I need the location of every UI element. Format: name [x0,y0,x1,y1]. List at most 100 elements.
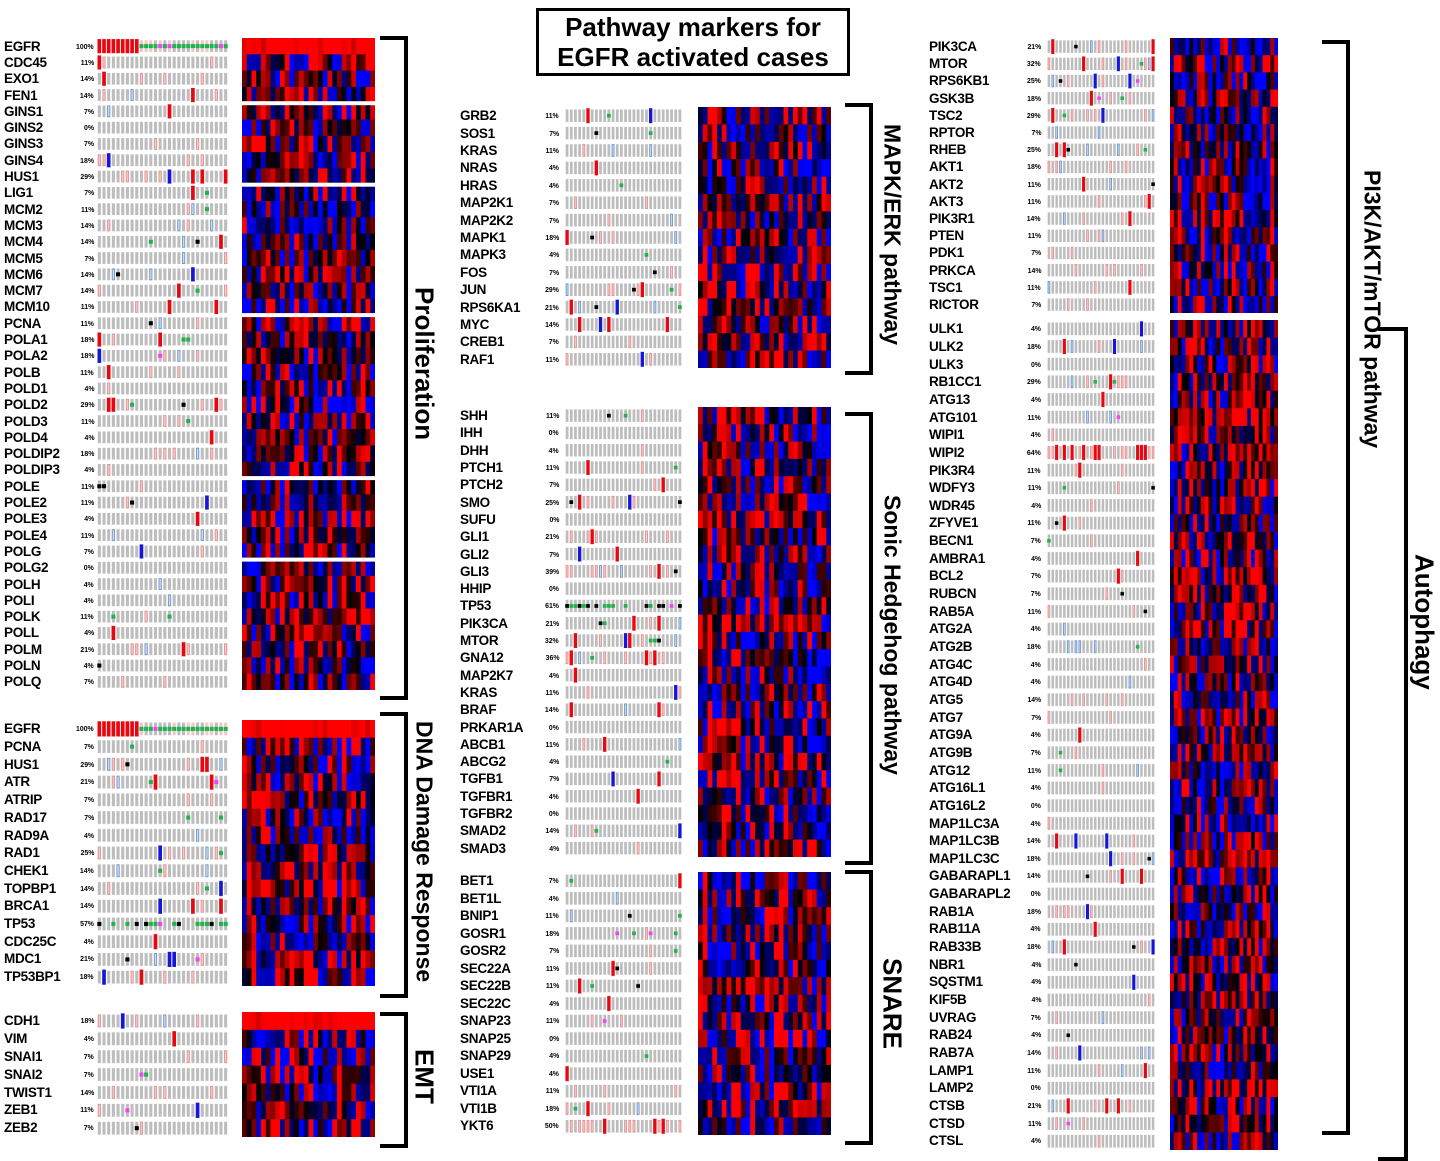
gene-percent: 29% [80,400,94,409]
gene-label: POLD2 [4,397,48,413]
gene-row: POLQ 7% [4,674,94,690]
gene-row: POLD4 4% [4,429,94,445]
gene-row: ABCB1 11% [460,736,559,753]
gene-percent: 4% [84,384,94,393]
gene-row: VTI1A 11% [460,1082,559,1100]
gene-percent: 11% [1027,465,1041,475]
gene-row: KRAS 11% [460,684,559,701]
section-bracket [1322,40,1350,1135]
gene-percent: 0% [549,515,559,524]
gene-percent: 4% [84,1034,94,1043]
oncoprint-strip-canvas-pi3k [1047,38,1155,314]
gene-percent: 7% [84,1052,94,1061]
gene-percent: 25% [1027,145,1041,154]
gene-label: PTCH1 [460,460,503,476]
gene-percent: 14% [80,866,94,875]
gene-percent: 7% [84,547,94,556]
gene-row: RAB7A 14% [929,1044,1041,1062]
gene-label: MCM2 [4,201,43,217]
gene-label: UVRAG [929,1009,977,1025]
gene-percent: 11% [545,981,559,990]
gene-row: EGFR 100% [4,720,94,738]
gene-label: POLD4 [4,429,48,445]
gene-label: ZEB1 [4,1102,38,1118]
gene-row: CREB1 7% [460,333,559,350]
gene-label: ULK1 [929,321,964,337]
gene-percent: 14% [1027,1048,1041,1057]
gene-label: PTEN [929,228,964,244]
gene-row: BRAF 14% [460,701,559,718]
gene-percent: 7% [1031,589,1041,598]
gene-percent: 21% [1027,42,1041,51]
gene-label: POLDIP3 [4,462,60,478]
gene-label: AMBRA1 [929,550,985,566]
gene-percent: 7% [84,1070,94,1079]
gene-row: VIM 4% [4,1030,94,1048]
gene-label: PDK1 [929,245,964,261]
gene-row: TSC1 11% [929,279,1041,296]
gene-label: TGFBR1 [460,788,513,804]
gene-label: HUS1 [4,169,39,185]
gene-label: POLA1 [4,332,48,348]
gene-row: POLDIP3 4% [4,462,94,478]
gene-label: BECN1 [929,533,974,549]
gene-row: CDC25C 4% [4,932,94,950]
gene-row: GSK3B 18% [929,90,1041,107]
gene-label: EXO1 [4,71,39,87]
gene-label: MAP1LC3B [929,833,1000,849]
gene-percent: 7% [84,795,94,804]
section-bracket [380,36,408,700]
gene-row: ULK2 18% [929,338,1041,356]
section-bracket [380,1012,408,1148]
gene-label: ATG2B [929,639,973,654]
gene-percent: 0% [1031,889,1041,898]
gene-percent: 14% [545,320,559,329]
gene-percent: 11% [545,411,559,420]
gene-percent: 11% [80,58,94,67]
gene-percent: 39% [545,567,559,576]
gene-row: GABARAPL2 0% [929,885,1041,903]
gene-row: SNAI2 7% [4,1065,94,1083]
gene-percent: 18% [80,351,94,360]
heatmap-canvas-emt [242,1012,375,1137]
gene-row: POLK 11% [4,609,94,625]
gene-percent: 14% [1027,266,1041,275]
gene-percent: 7% [84,107,94,116]
gene-percent: 7% [84,677,94,686]
gene-row: MTOR 32% [460,632,559,649]
oncoprint-strip-canvas-mapk [565,107,682,368]
gene-row: POLH 4% [4,576,94,592]
gene-row: POLB 11% [4,364,94,380]
gene-percent: 4% [1031,818,1041,828]
oncoprint-strip-canvas-emt [97,1012,228,1137]
gene-label: USE1 [460,1065,495,1081]
section-label: DNA Damage Response [411,720,438,983]
gene-percent: 11% [1027,412,1041,422]
gene-percent: 11% [545,355,559,364]
gene-row: RPS6KB1 25% [929,72,1041,89]
gene-label: POLE4 [4,527,47,543]
gene-label: MYC [460,316,490,332]
gene-label: AKT2 [929,176,964,192]
gene-label: POLDIP2 [4,446,60,462]
gene-row: BRCA1 14% [4,897,94,915]
gene-percent: 11% [545,688,559,697]
gene-label: MTOR [460,633,499,649]
gene-percent: 11% [80,612,94,621]
gene-percent: 18% [545,233,559,242]
heatmap-canvas-pi3k [1170,38,1278,314]
gene-row: POLM 21% [4,641,94,657]
gene-label: GABARAPL2 [929,886,1011,902]
gene-row: WIPI2 64% [929,444,1041,462]
gene-percent: 64% [1027,448,1041,457]
gene-label: POLK [4,609,41,625]
gene-percent: 4% [549,1069,559,1078]
section-bracket [845,412,873,865]
gene-percent: 14% [1027,871,1041,881]
gene-row: LIG1 7% [4,185,94,201]
gene-label: LIG1 [4,185,33,201]
gene-row: TSC2 29% [929,107,1041,124]
gene-percent: 25% [1027,76,1041,86]
gene-row: SQSTM1 4% [929,973,1041,991]
gene-percent: 18% [1027,94,1041,103]
